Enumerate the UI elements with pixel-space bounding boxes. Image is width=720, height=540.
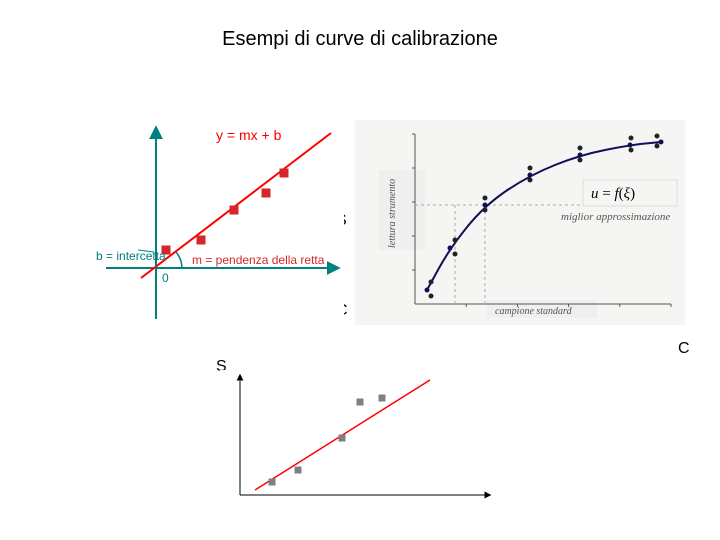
svg-text:miglior approssimazione: miglior approssimazione <box>561 211 670 223</box>
svg-text:lettura strumento: lettura strumento <box>387 179 398 248</box>
svg-text:0: 0 <box>162 271 169 285</box>
svg-text:y = mx + b: y = mx + b <box>216 127 282 143</box>
svg-text:b = intercetta: b = intercetta <box>96 249 166 263</box>
plot-bad-fit <box>220 370 520 515</box>
plot-linear: 0 y = mx + b b = intercetta m = pendenza de… <box>96 120 344 325</box>
axis-label-c3: C <box>678 340 690 358</box>
svg-text:campione standard: campione standard <box>495 306 573 317</box>
svg-text:u = f(ξ): u = f(ξ) <box>591 186 635 202</box>
page-title: Esempi di curve di calibrazione <box>0 28 720 51</box>
plot-curve: lettura strumento campione standard u = f(… <box>355 120 685 325</box>
svg-text:m = pendenza della retta: m = pendenza della retta <box>192 253 325 267</box>
